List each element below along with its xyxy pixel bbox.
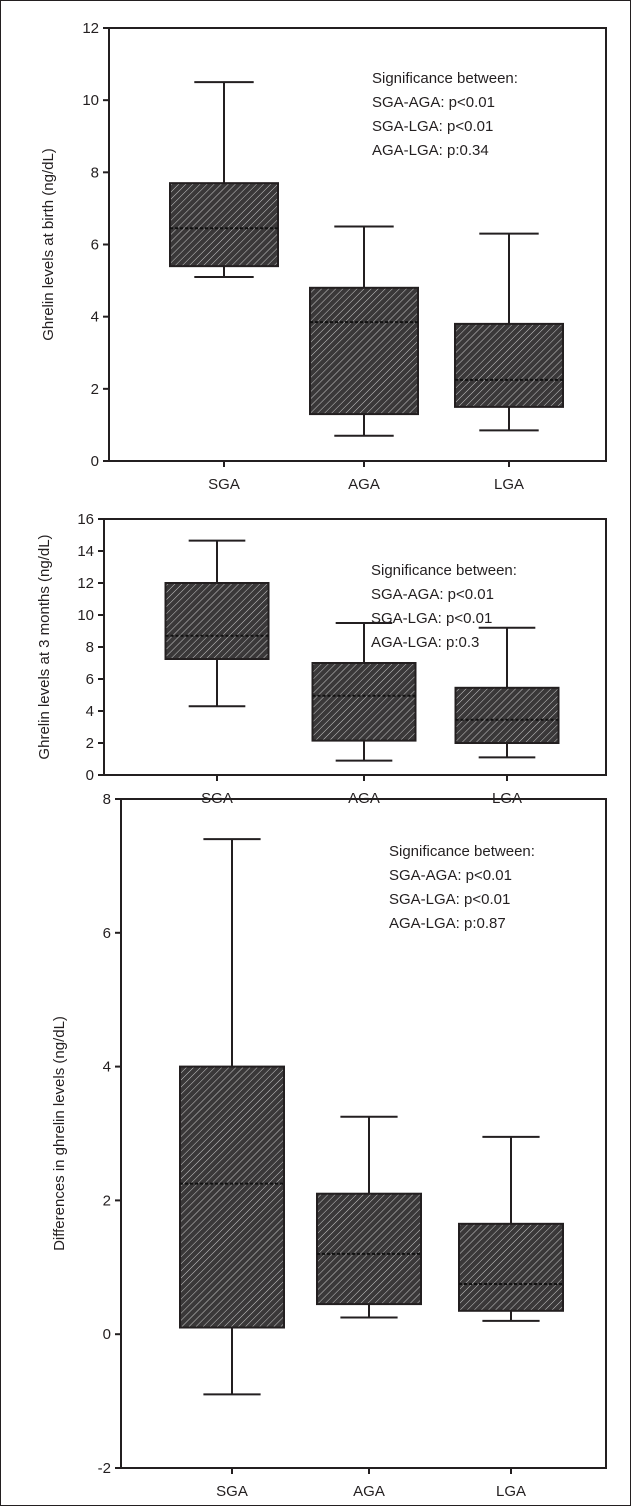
box-iqr	[309, 286, 419, 416]
significance-annotation: SGA-AGA: p<0.01	[389, 867, 512, 884]
y-tick-label: 2	[103, 1192, 111, 1209]
x-category-label: LGA	[494, 476, 524, 493]
y-axis-label: Ghrelin levels at 3 months (ng/dL)	[36, 534, 53, 759]
x-category-label: AGA	[353, 1483, 385, 1500]
significance-annotation: SGA-LGA: p<0.01	[389, 891, 510, 908]
box-sga	[164, 539, 270, 708]
significance-annotation: Significance between:	[372, 70, 518, 87]
y-tick-label: 2	[86, 735, 94, 752]
box-aga	[311, 622, 417, 762]
box-sga	[169, 81, 279, 278]
y-tick-label: 8	[91, 164, 99, 181]
y-tick-label: 0	[86, 767, 94, 784]
y-tick-label: 4	[91, 309, 99, 326]
x-category-label: AGA	[348, 476, 380, 493]
plot-frame	[120, 798, 607, 1469]
y-tick-label: 0	[91, 453, 99, 470]
y-tick-label: 0	[103, 1326, 111, 1343]
y-tick-label: 8	[86, 639, 94, 656]
y-tick-label: 4	[86, 703, 94, 720]
y-tick-label: 10	[82, 92, 99, 109]
y-tick-label: 4	[103, 1059, 111, 1076]
y-tick-label: 14	[77, 543, 94, 560]
significance-annotation: AGA-LGA: p:0.3	[371, 634, 479, 651]
chart-panel-1: 0 2 4 6 8 10 12 Ghrelin levels at birth (ng/dL)…	[40, 20, 607, 493]
box-aga	[309, 225, 419, 437]
box-iqr	[454, 686, 560, 744]
x-category-label: LGA	[496, 1483, 526, 1500]
y-tick-label: 6	[91, 237, 99, 254]
box-iqr	[316, 1192, 422, 1306]
box-aga	[316, 1115, 422, 1319]
box-iqr	[458, 1222, 564, 1312]
box-lga	[454, 232, 564, 432]
y-tick-label: 6	[103, 925, 111, 942]
y-tick-label: 10	[77, 607, 94, 624]
significance-annotation: SGA-LGA: p<0.01	[371, 610, 492, 627]
significance-annotation: SGA-AGA: p<0.01	[371, 586, 494, 603]
y-tick-label: 2	[91, 381, 99, 398]
x-category-label: SGA	[208, 476, 240, 493]
box-iqr	[169, 182, 279, 268]
box-iqr	[311, 662, 417, 742]
x-category-label: SGA	[216, 1483, 248, 1500]
box-iqr	[164, 582, 270, 660]
significance-annotation: AGA-LGA: p:0.34	[372, 142, 489, 159]
y-tick-label: 6	[86, 671, 94, 688]
chart-panel-2: 0 2 4 6 8 10 12 14 16 Ghrelin levels at 3 months …	[36, 511, 607, 807]
y-tick-label: -2	[98, 1460, 111, 1477]
y-axis-label: Differences in ghrelin levels (ng/dL)	[51, 1016, 68, 1251]
box-iqr	[179, 1065, 285, 1329]
box-lga	[454, 626, 560, 759]
box-sga	[179, 838, 285, 1396]
significance-annotation: Significance between:	[371, 562, 517, 579]
significance-annotation: AGA-LGA: p:0.87	[389, 915, 506, 932]
y-tick-label: 12	[82, 20, 99, 37]
significance-annotation: Significance between:	[389, 843, 535, 860]
box-lga	[458, 1135, 564, 1322]
y-tick-label: 12	[77, 575, 94, 592]
significance-annotation: SGA-AGA: p<0.01	[372, 94, 495, 111]
significance-annotation: SGA-LGA: p<0.01	[372, 118, 493, 135]
y-tick-label: 8	[103, 791, 111, 808]
y-axis-label: Ghrelin levels at birth (ng/dL)	[40, 148, 57, 341]
chart-panel-3: -2 0 2 4 6 8 Differences in ghrelin levels (ng…	[51, 791, 607, 1500]
box-iqr	[454, 322, 564, 408]
y-tick-label: 16	[77, 511, 94, 528]
